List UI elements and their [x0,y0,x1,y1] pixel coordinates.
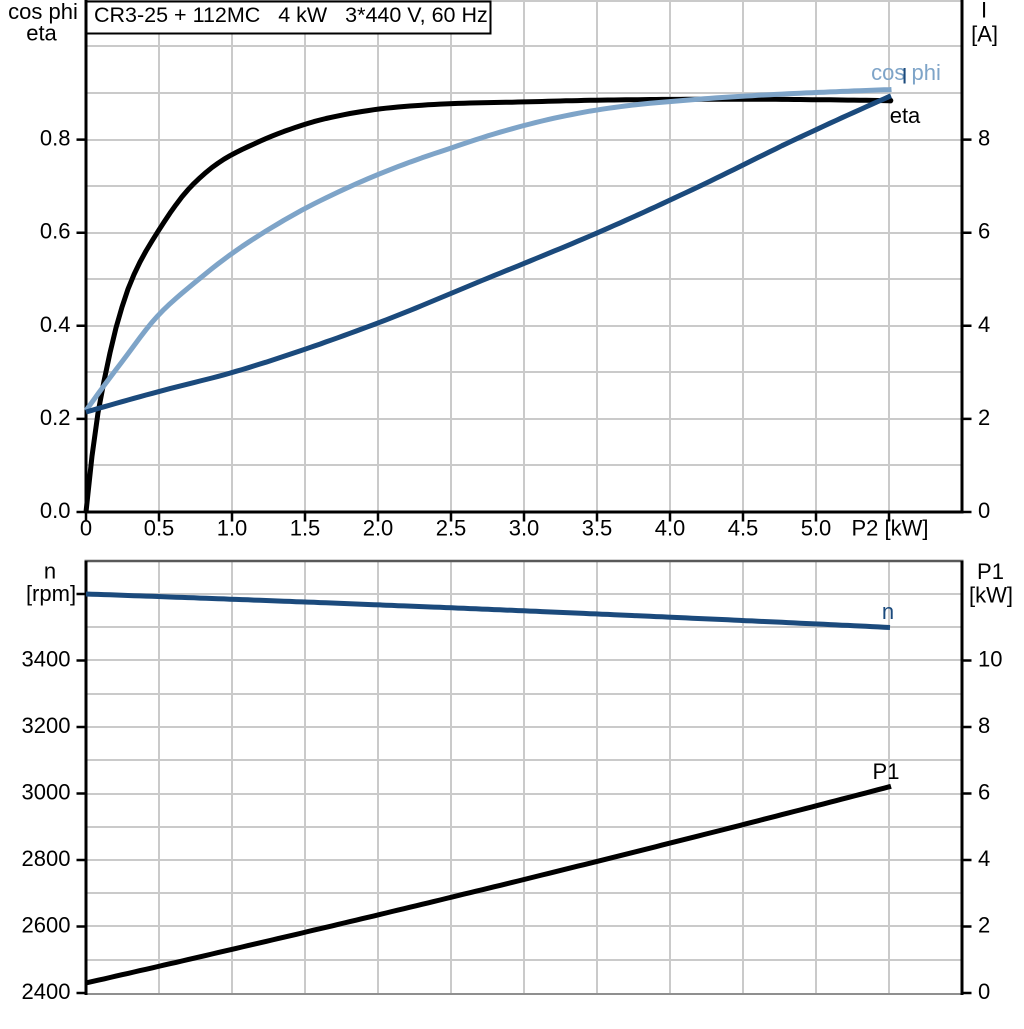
svg-text:4.0: 4.0 [655,516,686,541]
svg-text:0.0: 0.0 [40,498,71,523]
svg-text:2: 2 [978,405,990,430]
svg-text:0: 0 [80,516,92,541]
svg-text:0: 0 [978,979,990,1004]
svg-text:2600: 2600 [22,913,71,938]
svg-text:P1: P1 [977,559,1004,584]
svg-text:1.5: 1.5 [290,516,321,541]
svg-text:eta: eta [26,21,57,46]
svg-text:8: 8 [978,126,990,151]
svg-text:0: 0 [978,498,990,523]
svg-text:8: 8 [978,713,990,738]
svg-text:0.2: 0.2 [40,405,71,430]
svg-text:I: I [901,64,907,89]
svg-text:2400: 2400 [22,979,71,1004]
svg-text:I: I [981,0,987,23]
svg-text:cos phi: cos phi [871,60,941,85]
svg-text:CR3-25 + 112MC 4 kW 3*440: CR3-25 + 112MC 4 kW 3*440 V, 60 Hz [94,3,488,27]
svg-text:3400: 3400 [22,647,71,672]
svg-text:n: n [44,559,56,584]
svg-text:P2 [kW]: P2 [kW] [851,516,928,541]
svg-text:eta: eta [890,103,921,128]
svg-text:4: 4 [978,312,990,337]
svg-text:0.5: 0.5 [144,516,175,541]
svg-text:6: 6 [978,219,990,244]
svg-text:0.6: 0.6 [40,219,71,244]
svg-text:10: 10 [978,647,1002,672]
svg-text:cos phi: cos phi [8,0,78,24]
svg-text:1.0: 1.0 [217,516,248,541]
svg-text:n: n [882,599,894,624]
svg-text:2800: 2800 [22,846,71,871]
svg-text:[rpm]: [rpm] [26,581,76,606]
svg-text:2.5: 2.5 [436,516,467,541]
svg-text:P1: P1 [873,759,900,784]
svg-text:[kW]: [kW] [969,583,1013,608]
svg-text:4.5: 4.5 [728,516,759,541]
svg-text:3.0: 3.0 [509,516,540,541]
svg-text:2: 2 [978,913,990,938]
svg-text:0.4: 0.4 [40,312,71,337]
svg-text:3000: 3000 [22,780,71,805]
svg-text:2.0: 2.0 [363,516,394,541]
svg-text:0.8: 0.8 [40,126,71,151]
svg-text:4: 4 [978,846,990,871]
svg-text:6: 6 [978,780,990,805]
svg-text:3200: 3200 [22,713,71,738]
svg-text:5.0: 5.0 [801,516,832,541]
svg-text:3.5: 3.5 [582,516,613,541]
svg-text:[A]: [A] [971,21,998,46]
